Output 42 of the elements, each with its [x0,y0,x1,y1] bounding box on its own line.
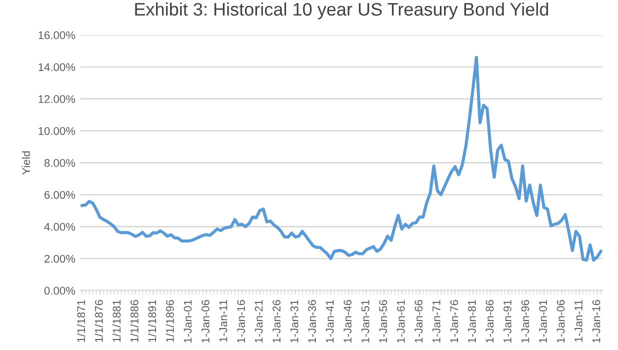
x-tick-label: 1-Jan-81 [468,300,476,343]
x-tick-label: 1-Jan-26 [272,300,280,343]
x-tick-label: 1-Jan-16 [237,300,245,343]
x-tick-label: 1-Jan-11 [219,300,228,342]
x-tick-label: 1/1/1871 [76,300,86,342]
x-tick-label: 1-Jan-01 [184,300,192,343]
x-tick-label: 1-Jan-11 [574,300,582,342]
x-tick-label: 1-Jan-56 [379,300,388,343]
x-tick-label: 1/1/1896 [166,300,174,342]
line-series [80,56,602,262]
y-axis-title: Yield [22,151,30,175]
y-tick-label: 6.00% [44,190,76,199]
x-tick-label: 1-Jan-71 [432,300,440,343]
y-tick-label: 16.00% [38,31,76,40]
x-tick-label: 1-Jan-01 [539,300,547,343]
x-tick-label: 1-Jan-46 [344,300,352,343]
x-tick-label: 1-Jan-06 [202,300,210,343]
x-tick-label: 1-Jan-51 [362,300,370,343]
y-tick-label: 12.00% [38,95,76,104]
x-tick-label: 1-Jan-76 [450,300,458,343]
x-tick-label: 1-Jan-31 [290,300,298,343]
x-tick-label: 1-Jan-86 [486,300,494,343]
x-tick-label: 1-Jan-66 [414,300,423,343]
x-tick-label: 1-Jan-21 [254,300,263,343]
y-tick-label: 0.00% [44,286,76,295]
x-tick-label: 1-Jan-06 [556,300,565,343]
x-tick-label: 1-Jan-16 [592,300,600,343]
y-tick-label: 10.00% [38,127,76,135]
x-tick-label: 1-Jan-41 [326,300,334,343]
y-tick-label: 2.00% [44,254,76,263]
x-tick-label: 1-Jan-36 [308,300,316,343]
x-tick-label: 1-Jan-96 [521,300,530,343]
y-tick-label: 14.00% [38,63,76,72]
x-tick-label: 1-Jan-91 [504,300,512,343]
x-tick-label: 1/1/1886 [130,300,138,342]
x-tick-label: 1-Jan-61 [396,300,405,343]
x-tick-label: 1/1/1891 [148,300,156,342]
y-tick-label: 4.00% [44,222,76,231]
chart-title: Exhibit 3: Historical 10 year US Treasury Bond Yield [135,2,548,20]
x-tick-label: 1/1/1881 [112,300,121,342]
y-tick-label: 8.00% [44,159,76,167]
x-tick-label: 1/1/1876 [94,300,103,342]
